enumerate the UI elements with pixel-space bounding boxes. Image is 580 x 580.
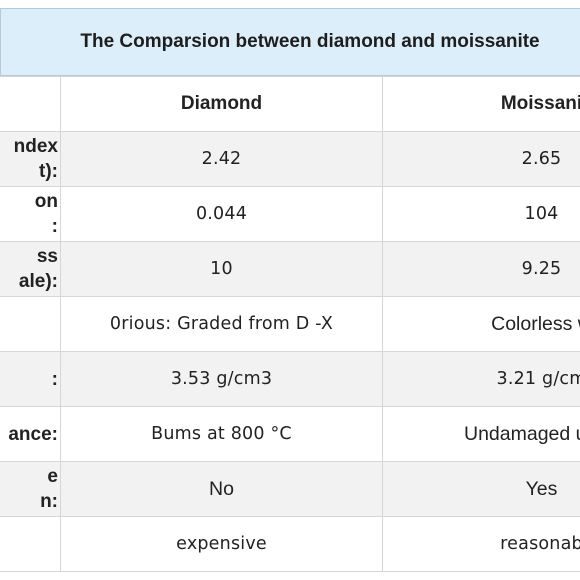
row-diamond-value: 0rious: Graded from D -X bbox=[60, 296, 383, 352]
row-diamond-value: Bums at 800 °C bbox=[60, 406, 383, 462]
table-row: e n: No Yes bbox=[0, 461, 580, 517]
row-property: : bbox=[0, 351, 61, 407]
table-row: ss ale): 10 9.25 bbox=[0, 241, 580, 297]
row-property bbox=[0, 516, 61, 572]
table-row: ance: Bums at 800 °C Undamaged up to bbox=[0, 406, 580, 462]
row-property bbox=[0, 296, 61, 352]
header-diamond: Diamond bbox=[60, 76, 383, 132]
table-title: The Comparsion between diamond and moiss… bbox=[0, 8, 580, 76]
row-property: on : bbox=[0, 186, 61, 242]
row-moissanite-value: 104 bbox=[382, 186, 580, 242]
row-diamond-value: 10 bbox=[60, 241, 383, 297]
row-diamond-value: No bbox=[60, 461, 383, 517]
row-property: ndex t): bbox=[0, 131, 61, 187]
row-diamond-value: 3.53 g/cm3 bbox=[60, 351, 383, 407]
comparison-table: Diamond Moissani ndex t): 2.42 2.65 on :… bbox=[0, 76, 580, 572]
row-property: ance: bbox=[0, 406, 61, 462]
row-moissanite-value: Colorless w bbox=[382, 296, 580, 352]
table-row: : 3.53 g/cm3 3.21 g/cm bbox=[0, 351, 580, 407]
table-row: expensive reasonab bbox=[0, 516, 580, 572]
header-property bbox=[0, 76, 61, 132]
row-property: ss ale): bbox=[0, 241, 61, 297]
row-moissanite-value: Undamaged up to bbox=[382, 406, 580, 462]
row-moissanite-value: 3.21 g/cm bbox=[382, 351, 580, 407]
row-moissanite-value: Yes bbox=[382, 461, 580, 517]
row-property: e n: bbox=[0, 461, 61, 517]
table-row: ndex t): 2.42 2.65 bbox=[0, 131, 580, 187]
header-row: Diamond Moissani bbox=[0, 76, 580, 132]
row-diamond-value: 2.42 bbox=[60, 131, 383, 187]
row-moissanite-value: 2.65 bbox=[382, 131, 580, 187]
header-moissanite: Moissani bbox=[382, 76, 580, 132]
row-moissanite-value: 9.25 bbox=[382, 241, 580, 297]
row-diamond-value: 0.044 bbox=[60, 186, 383, 242]
row-diamond-value: expensive bbox=[60, 516, 383, 572]
table-row: 0rious: Graded from D -X Colorless w bbox=[0, 296, 580, 352]
table-row: on : 0.044 104 bbox=[0, 186, 580, 242]
row-moissanite-value: reasonab bbox=[382, 516, 580, 572]
